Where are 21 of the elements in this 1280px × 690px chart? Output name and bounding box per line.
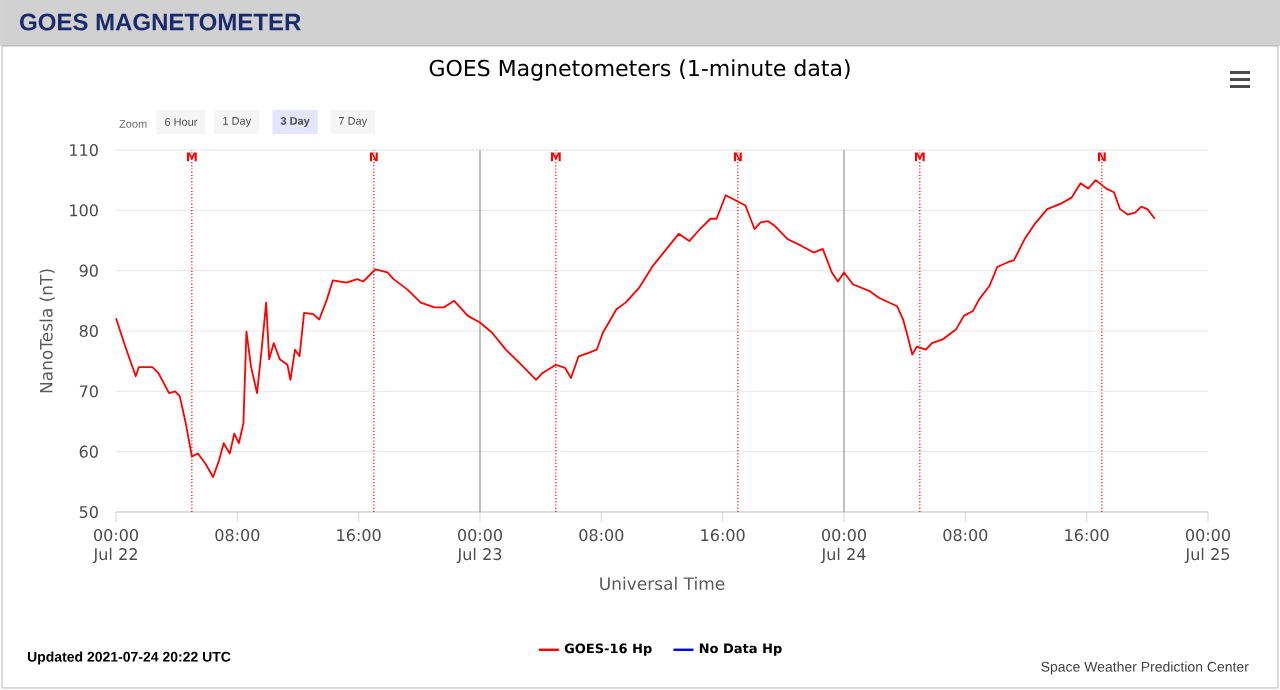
x-tick-label: 16:00 [1065, 529, 1109, 542]
y-tick-label: 50 [79, 505, 98, 519]
x-axis-title: Universal Time [600, 576, 725, 591]
x-tick-label: 16:00 [337, 529, 381, 542]
y-tick-label: 100 [70, 204, 98, 217]
y-tick-label: 60 [79, 445, 98, 458]
y-tick-label: 90 [79, 264, 98, 277]
chart-title: GOES MAGNETOMETER [20, 13, 301, 31]
x-tick-label: 08:00 [579, 529, 624, 542]
x-tick-label: 00:00 Jul 22 [92, 529, 139, 564]
y-tick-label: 110 [70, 143, 98, 157]
x-tick-label: 00:00 Jul 25 [1184, 529, 1230, 564]
x-tick-label: 00:00 Jul 23 [456, 529, 502, 564]
y-tick-label: 80 [79, 324, 98, 338]
x-tick-label: 16:00 [701, 529, 745, 542]
x-tick-label: 00:00 Jul 24 [820, 529, 866, 564]
y-tick-label: 70 [79, 385, 98, 398]
chart-subtitle: GOES Magnetometers (1-minute data) [429, 59, 850, 81]
x-tick-label: 08:00 [943, 529, 988, 542]
x-tick-label: 08:00 [215, 529, 260, 542]
y-axis-title: NanoTesla (nT) [39, 269, 55, 393]
